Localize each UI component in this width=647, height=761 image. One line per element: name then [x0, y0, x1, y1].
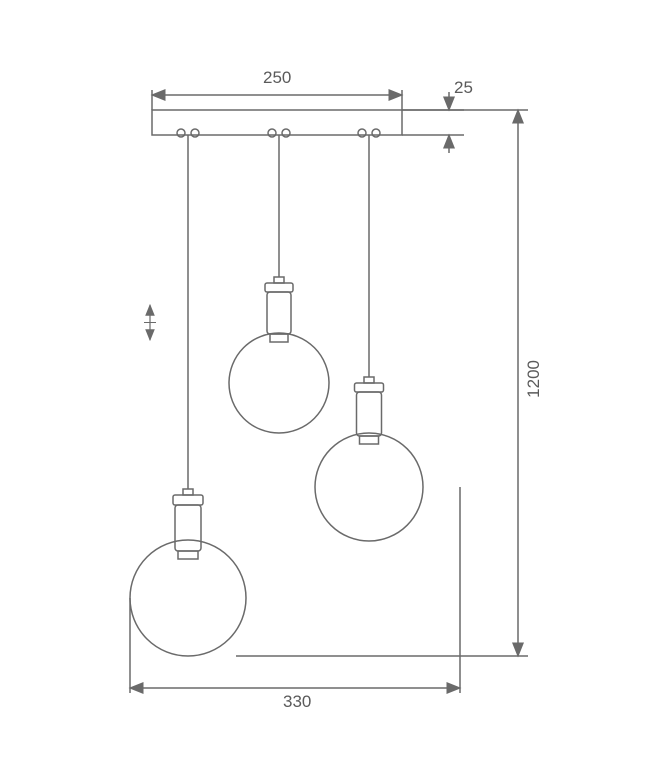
dim-canopy-height: 25: [454, 78, 473, 98]
technical-drawing: [0, 0, 647, 761]
dim-top-width: 250: [263, 68, 291, 88]
dim-overall-height: 1200: [524, 360, 544, 398]
dim-overall-width: 330: [283, 692, 311, 712]
